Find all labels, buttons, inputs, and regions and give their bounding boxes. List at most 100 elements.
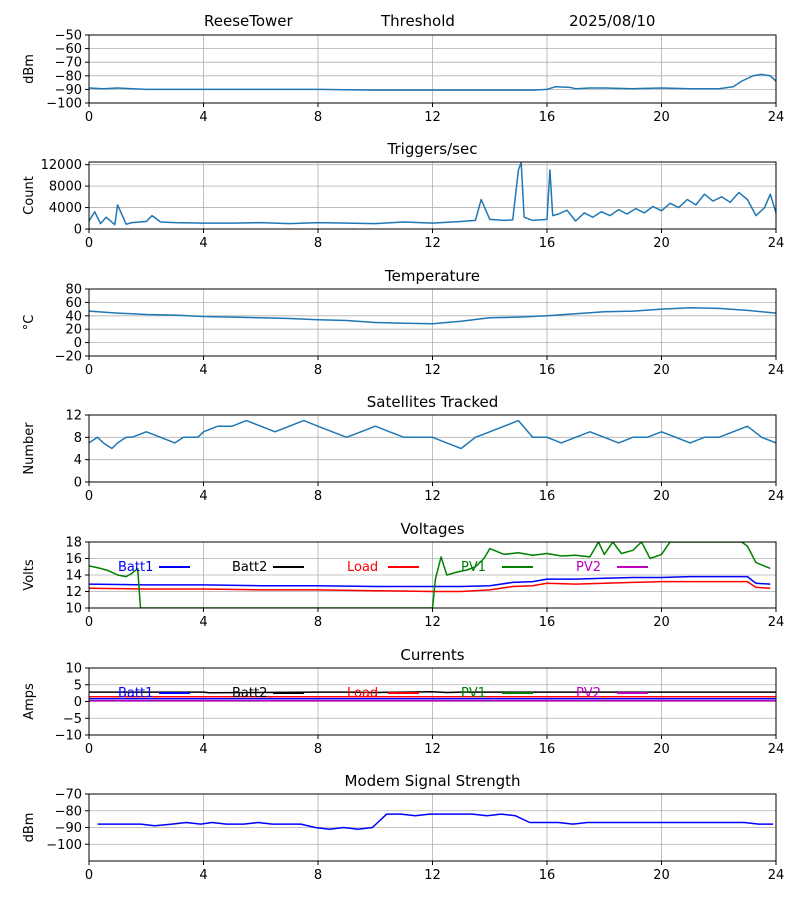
x-tick-label: 16 bbox=[539, 363, 556, 378]
x-tick-label: 20 bbox=[653, 489, 670, 504]
x-tick-label: 4 bbox=[199, 868, 207, 883]
x-tick-label: 8 bbox=[314, 742, 322, 757]
header-station: ReeseTower bbox=[204, 12, 293, 30]
chart-title: Temperature bbox=[384, 267, 480, 285]
y-tick-label: −20 bbox=[55, 350, 82, 365]
series-line-threshold bbox=[89, 73, 776, 91]
series-line-triggers bbox=[89, 162, 776, 226]
x-tick-label: 20 bbox=[653, 868, 670, 883]
chart-modem: 0 4 8 12 16 20 24 −100 −90 −80−70 Modem Signal Str… bbox=[22, 772, 784, 883]
x-tick-label: 16 bbox=[539, 742, 556, 757]
y-tick-label: 12000 bbox=[41, 158, 82, 173]
header-label: Threshold bbox=[381, 12, 455, 30]
y-tick-label: −80 bbox=[55, 804, 82, 819]
x-tick-label: 16 bbox=[539, 868, 556, 883]
chart-title: Voltages bbox=[400, 520, 464, 538]
chart-satellites: 0 4 8 12 16 20 24 0 4 8 12 Satellites Tracked Number bbox=[22, 393, 784, 504]
y-tick-label: 4 bbox=[74, 453, 82, 468]
y-tick-label: 20 bbox=[65, 323, 82, 338]
y-tick-label: 14 bbox=[65, 569, 82, 584]
x-tick-label: 20 bbox=[653, 236, 670, 251]
x-tick-label: 4 bbox=[199, 236, 207, 251]
y-tick-label: −70 bbox=[55, 788, 82, 803]
legend-label-batt2: Batt2 bbox=[232, 686, 267, 701]
x-tick-label: 4 bbox=[199, 363, 207, 378]
y-axis-label: Number bbox=[22, 422, 37, 475]
y-tick-label: 16 bbox=[65, 552, 82, 567]
y-tick-label: 0 bbox=[74, 336, 82, 351]
y-tick-label: 8000 bbox=[49, 180, 82, 195]
y-tick-label: −5 bbox=[63, 712, 82, 727]
x-tick-label: 0 bbox=[85, 236, 93, 251]
legend-label-pv1: PV1 bbox=[461, 560, 486, 575]
y-axis-label: Count bbox=[22, 176, 37, 215]
legend-label-pv2: PV2 bbox=[576, 686, 601, 701]
legend-label-load: Load bbox=[347, 560, 378, 575]
x-tick-label: 12 bbox=[424, 110, 441, 125]
legend-label-load: Load bbox=[347, 686, 378, 701]
y-tick-label: 8 bbox=[74, 431, 82, 446]
chart-threshold: 0 4 8 12 16 20 24 −100−90−80−70−60−50 dBm bbox=[22, 29, 784, 126]
chart-title: Triggers/sec bbox=[387, 140, 478, 158]
y-axis-label: dBm bbox=[22, 54, 37, 84]
x-tick-label: 4 bbox=[199, 742, 207, 757]
x-tick-label: 0 bbox=[85, 868, 93, 883]
x-tick-label: 24 bbox=[768, 363, 785, 378]
series-line-modem bbox=[97, 813, 774, 830]
x-tick-label: 20 bbox=[653, 615, 670, 630]
legend-label-batt2: Batt2 bbox=[232, 560, 267, 575]
x-tick-label: 16 bbox=[539, 236, 556, 251]
x-tick-label: 8 bbox=[314, 236, 322, 251]
y-tick-label: 4000 bbox=[49, 201, 82, 216]
y-tick-label: 12 bbox=[65, 585, 82, 600]
x-tick-label: 24 bbox=[768, 110, 785, 125]
series-line-batt1 bbox=[89, 575, 771, 588]
y-axis-label: dBm bbox=[22, 813, 37, 843]
x-tick-label: 24 bbox=[768, 236, 785, 251]
y-axis-label: °C bbox=[22, 315, 37, 331]
y-tick-label: 60 bbox=[65, 296, 82, 311]
y-tick-label: 0 bbox=[74, 223, 82, 238]
y-tick-label: 0 bbox=[74, 695, 82, 710]
x-tick-label: 12 bbox=[424, 868, 441, 883]
x-tick-label: 0 bbox=[85, 742, 93, 757]
x-tick-label: 8 bbox=[314, 363, 322, 378]
x-tick-label: 24 bbox=[768, 868, 785, 883]
y-tick-label: −90 bbox=[55, 821, 82, 836]
x-tick-label: 20 bbox=[653, 742, 670, 757]
y-tick-label: 0 bbox=[74, 476, 82, 491]
x-tick-label: 20 bbox=[653, 363, 670, 378]
legend-label-pv1: PV1 bbox=[461, 686, 486, 701]
x-tick-label: 12 bbox=[424, 489, 441, 504]
legend-label-batt1: Batt1 bbox=[118, 560, 153, 575]
x-tick-label: 8 bbox=[314, 489, 322, 504]
x-tick-label: 12 bbox=[424, 742, 441, 757]
x-tick-label: 0 bbox=[85, 615, 93, 630]
series-line-load bbox=[89, 580, 771, 593]
y-tick-label: −70 bbox=[55, 56, 82, 71]
y-tick-label: 40 bbox=[65, 309, 82, 324]
x-tick-label: 0 bbox=[85, 363, 93, 378]
y-tick-label: 80 bbox=[65, 283, 82, 298]
x-tick-label: 4 bbox=[199, 489, 207, 504]
x-tick-label: 16 bbox=[539, 615, 556, 630]
x-tick-label: 24 bbox=[768, 615, 785, 630]
y-tick-label: 10 bbox=[65, 602, 82, 617]
header-date: 2025/08/10 bbox=[569, 12, 656, 30]
chart-title: Modem Signal Strength bbox=[345, 772, 521, 790]
y-tick-label: 10 bbox=[65, 662, 82, 677]
x-tick-label: 16 bbox=[539, 489, 556, 504]
series-line-temperature bbox=[89, 307, 776, 325]
y-axis-label: Volts bbox=[22, 559, 37, 591]
y-tick-label: −80 bbox=[55, 69, 82, 84]
series-line-satellites bbox=[89, 419, 776, 450]
x-tick-label: 20 bbox=[653, 110, 670, 125]
x-tick-label: 24 bbox=[768, 489, 785, 504]
x-tick-label: 12 bbox=[424, 236, 441, 251]
x-tick-label: 4 bbox=[199, 615, 207, 630]
y-tick-label: 5 bbox=[74, 678, 82, 693]
